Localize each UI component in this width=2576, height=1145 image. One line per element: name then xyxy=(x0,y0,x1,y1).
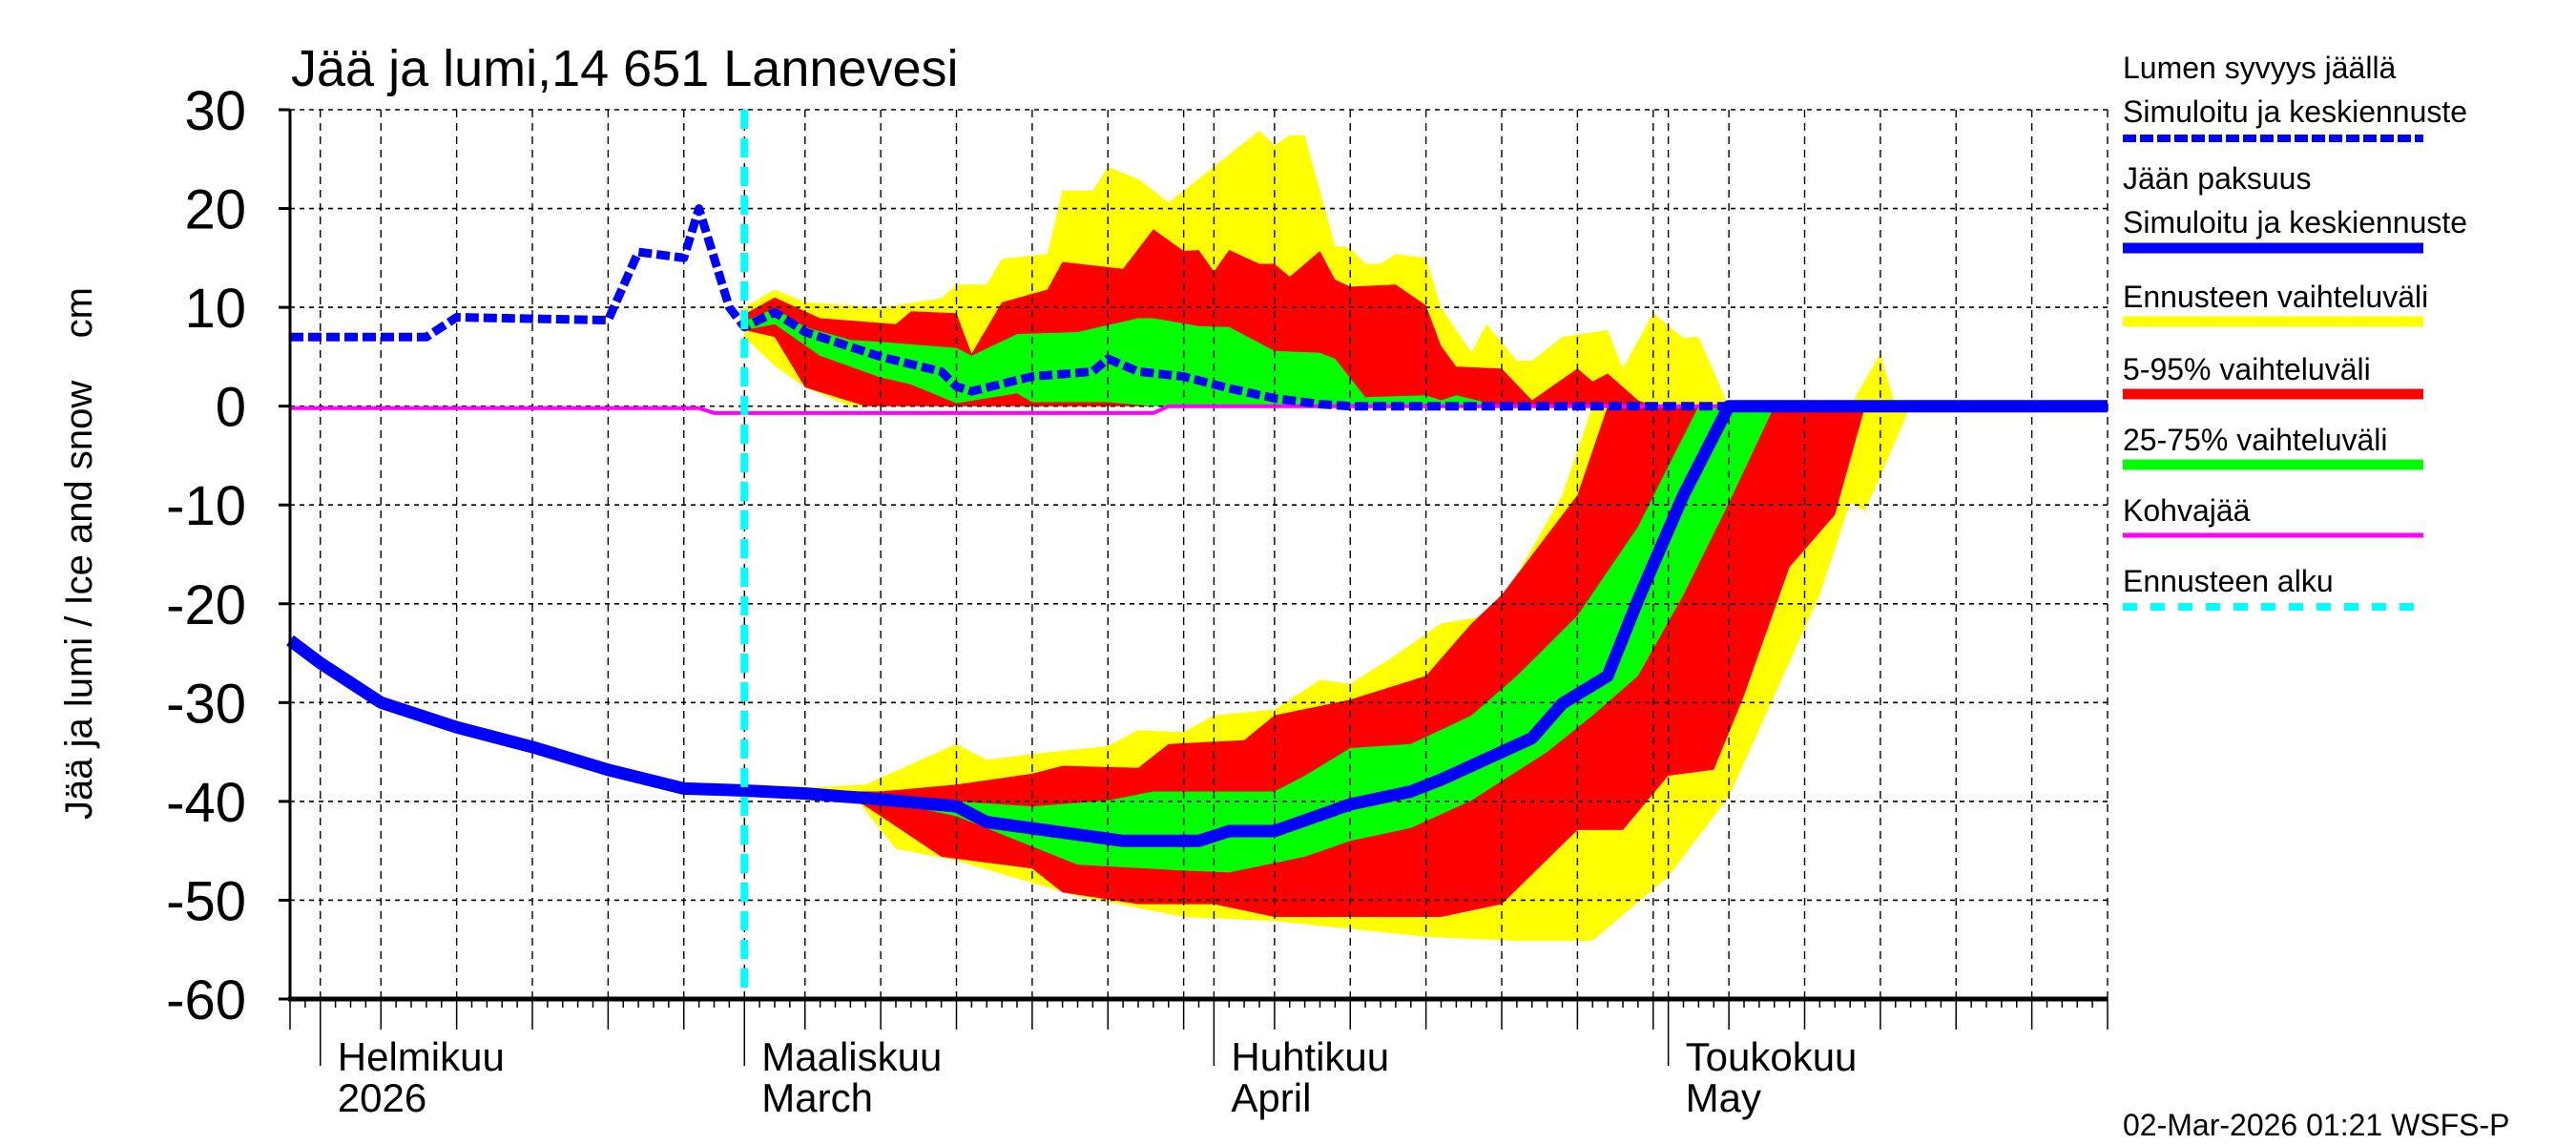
month-label: Toukokuu xyxy=(1686,1034,1858,1079)
legend-label: Ennusteen alku xyxy=(2123,564,2334,598)
legend-label: 25-75% vaihteluväli xyxy=(2123,423,2388,457)
timestamp: 02-Mar-2026 01:21 WSFS-P xyxy=(2123,1108,2510,1142)
legend-label: Jään paksuus xyxy=(2123,161,2311,196)
snow-median-line xyxy=(290,204,2108,411)
forecast-bands xyxy=(744,130,1911,941)
legend-label: 5-95% vaihteluväli xyxy=(2123,352,2371,386)
y-tick-label: -60 xyxy=(166,969,246,1031)
chart-title: Jää ja lumi,14 651 Lannevesi xyxy=(291,40,958,97)
y-tick-label: 0 xyxy=(216,377,246,439)
month-label-en: 2026 xyxy=(338,1075,426,1120)
y-tick-label: -50 xyxy=(166,870,246,932)
y-axis-label: Jää ja lumi / Ice and snow cm xyxy=(58,287,100,820)
y-tick-label: 30 xyxy=(184,80,246,142)
legend: Lumen syvyys jäällä Simuloitu ja keskienn… xyxy=(2123,51,2467,611)
legend-label: Lumen syvyys jäällä xyxy=(2123,51,2397,85)
snow-band-25-75 xyxy=(744,308,1502,406)
series-lines xyxy=(286,110,2108,999)
legend-label-line2: Simuloitu ja keskiennuste xyxy=(2123,94,2467,129)
y-tick-label: -20 xyxy=(166,574,246,636)
y-tick-label: 10 xyxy=(184,278,246,340)
month-label: Huhtikuu xyxy=(1231,1034,1389,1079)
y-tick-label: -10 xyxy=(166,475,246,537)
month-label-en: April xyxy=(1231,1075,1311,1120)
y-tick-label: -40 xyxy=(166,772,246,834)
ice-band-5-95 xyxy=(744,406,1865,917)
month-label-en: March xyxy=(761,1075,873,1120)
ice-band-25-75 xyxy=(744,406,1775,873)
month-label: Maaliskuu xyxy=(761,1034,942,1079)
y-tick-label: -30 xyxy=(166,673,246,735)
month-label-en: May xyxy=(1686,1075,1761,1120)
y-tick-label: 20 xyxy=(184,179,246,241)
legend-label: Kohvajää xyxy=(2123,493,2251,528)
month-label: Helmikuu xyxy=(338,1034,505,1079)
legend-label: Ennusteen vaihteluväli xyxy=(2123,280,2428,314)
ice-median-line xyxy=(286,400,2108,847)
legend-label-line2: Simuloitu ja keskiennuste xyxy=(2123,205,2467,239)
